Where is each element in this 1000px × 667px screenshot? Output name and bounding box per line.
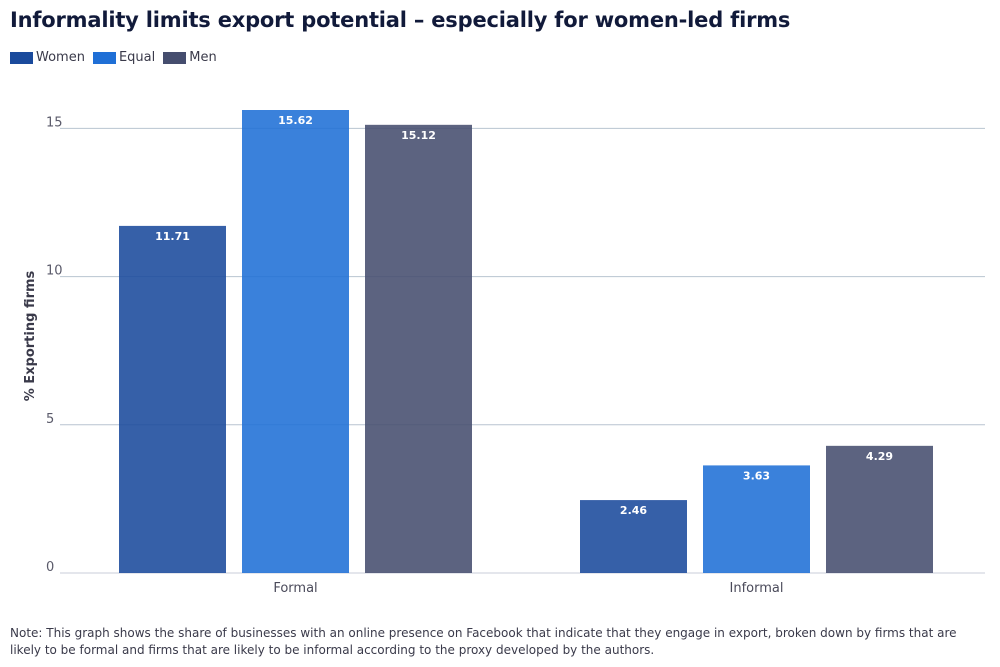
bar-chart: 0 5 10 15 % Exporting firms 11.71 15.62 15.12 Fo… (23, 110, 985, 596)
legend-swatch-equal (92, 51, 116, 64)
bar-informal-men (826, 445, 933, 573)
chart-note: Note: This graph shows the share of busi… (10, 626, 957, 657)
legend-swatch-women (10, 51, 33, 64)
bar-informal-women (580, 500, 687, 573)
legend-label-women: Women (36, 50, 85, 65)
x-tick-label-informal: Informal (730, 581, 784, 596)
data-label-informal-women: 2.46 (620, 504, 647, 517)
x-tick-label-formal: Formal (273, 581, 317, 596)
data-label-informal-equal: 3.63 (743, 469, 770, 482)
y-tick-label-10: 10 (46, 264, 63, 279)
legend-swatch-men (163, 51, 187, 64)
y-tick-label-0: 0 (46, 560, 54, 575)
bar-formal-equal (242, 110, 349, 573)
data-label-informal-men: 4.29 (866, 450, 893, 463)
legend-label-men: Men (189, 50, 217, 65)
y-tick-label-5: 5 (46, 412, 54, 427)
bar-formal-women (119, 225, 226, 574)
legend: Women Equal Men (10, 50, 225, 65)
data-label-formal-equal: 15.62 (278, 114, 313, 127)
legend-item-men[interactable]: Men (163, 50, 217, 65)
legend-label-equal: Equal (118, 50, 156, 65)
y-tick-label-15: 15 (46, 115, 63, 130)
bar-informal-equal (703, 465, 810, 573)
bar-formal-men (365, 124, 472, 573)
legend-item-equal[interactable]: Equal (92, 50, 156, 65)
data-label-formal-men: 15.12 (401, 129, 436, 142)
legend-item-women[interactable]: Women (10, 50, 85, 65)
data-label-formal-women: 11.71 (155, 230, 190, 243)
chart-title: Informality limits export potential – es… (10, 8, 791, 32)
y-axis-title: % Exporting firms (23, 270, 38, 401)
